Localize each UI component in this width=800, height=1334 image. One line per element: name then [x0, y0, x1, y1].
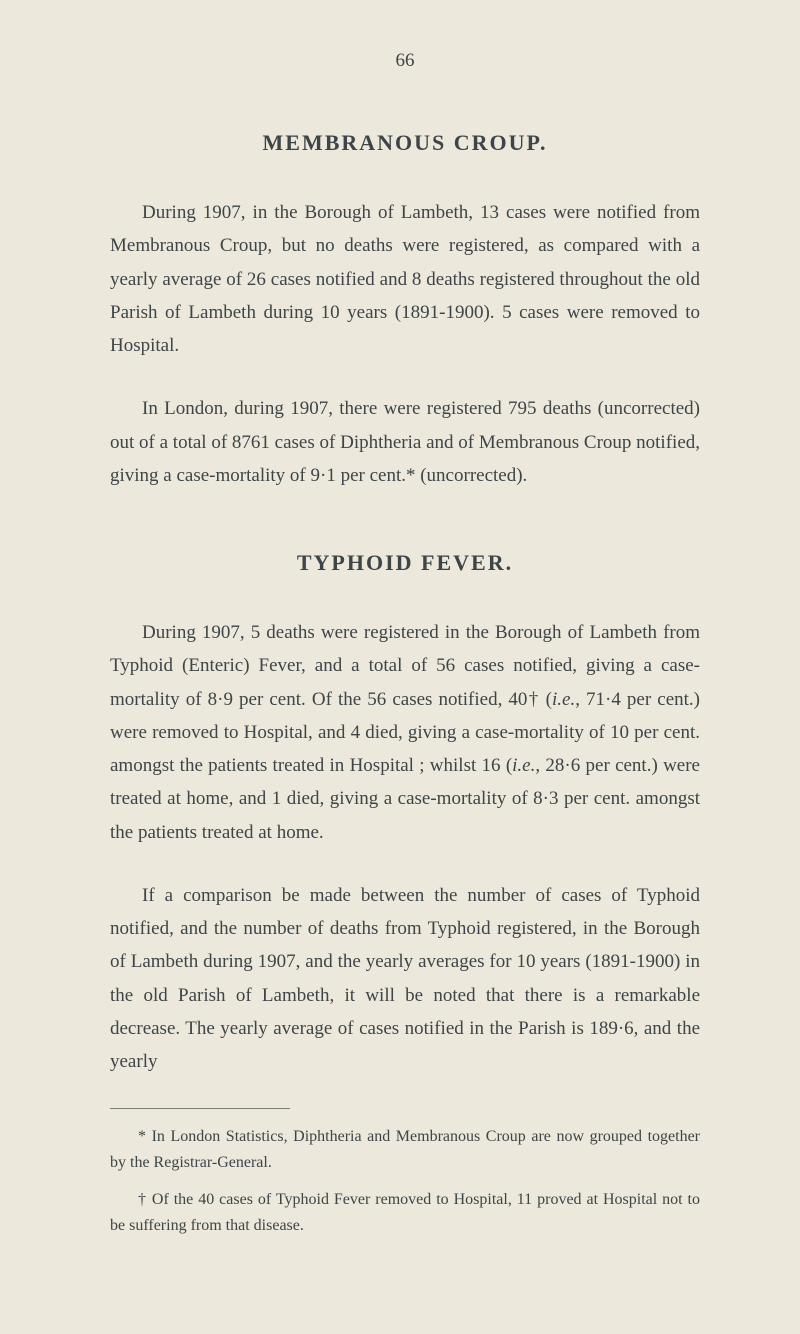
- section1-paragraph-1: During 1907, in the Borough of Lambeth, …: [110, 196, 700, 362]
- section1-paragraph-2: In London, during 1907, there were regis…: [110, 392, 700, 492]
- footnote-2: † Of the 40 cases of Typhoid Fever remov…: [110, 1187, 700, 1238]
- italic-abbreviation-1: i.e.: [552, 689, 575, 710]
- footnote-1: * In London Statistics, Diphtheria and M…: [110, 1124, 700, 1175]
- section-heading-membranous-croup: MEMBRANOUS CROUP.: [110, 130, 700, 156]
- section2-paragraph-1: During 1907, 5 deaths were registered in…: [110, 616, 700, 849]
- footnote-divider: [110, 1108, 290, 1109]
- section-spacer: [110, 522, 700, 550]
- section2-paragraph-2: If a comparison be made between the numb…: [110, 879, 700, 1079]
- italic-abbreviation-2: i.e.: [512, 755, 535, 776]
- page-number: 66: [110, 50, 700, 72]
- section-heading-typhoid-fever: TYPHOID FEVER.: [110, 550, 700, 576]
